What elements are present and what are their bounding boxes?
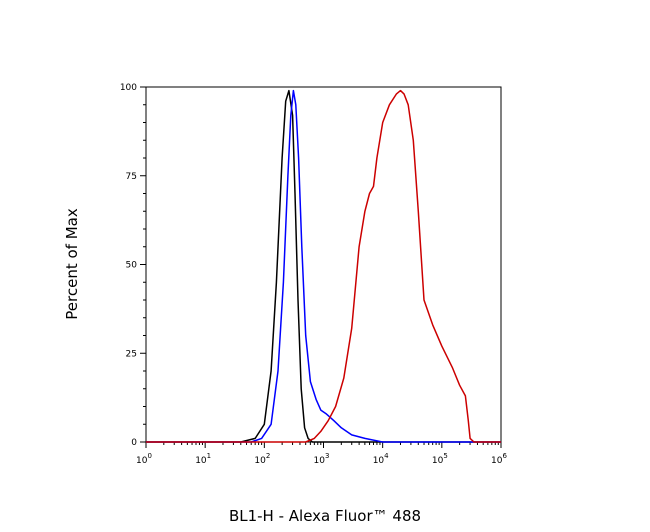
x-tick-label: 105	[432, 452, 448, 466]
blue-histogram-line	[146, 89, 501, 443]
plot-frame	[145, 86, 502, 443]
series-lines	[146, 89, 501, 443]
x-axis-title: BL1-H - Alexa Fluor™ 488	[229, 507, 421, 525]
y-tick-labels: 0 25 50 75 100	[120, 83, 137, 448]
x-tick-label: 100	[136, 452, 152, 466]
axis-ticks	[140, 86, 502, 448]
y-axis-title: Percent of Max	[63, 208, 81, 320]
x-tick-label: 103	[314, 452, 330, 466]
y-tick-label: 50	[126, 261, 138, 271]
x-tick-label: 102	[254, 452, 270, 466]
x-tick-label: 104	[373, 452, 389, 466]
x-tick-labels: 100 101 102 103 104 105 106	[136, 452, 507, 466]
y-tick-label: 75	[126, 172, 137, 182]
y-tick-label: 25	[126, 349, 137, 359]
y-tick-label: 0	[131, 438, 137, 448]
x-tick-label: 106	[491, 452, 507, 466]
x-tick-label: 101	[195, 452, 211, 466]
red-histogram-line	[146, 89, 501, 443]
black-histogram-line	[146, 89, 501, 443]
y-tick-label: 100	[120, 83, 137, 93]
